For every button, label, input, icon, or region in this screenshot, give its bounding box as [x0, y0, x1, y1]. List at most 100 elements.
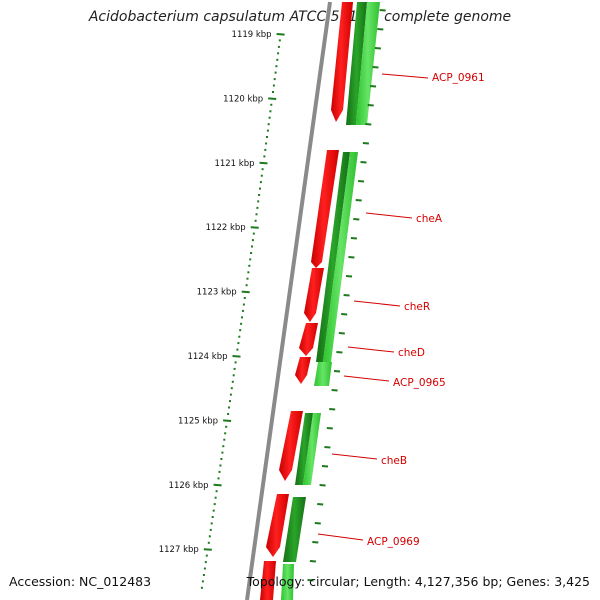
scale-minor-tick [218, 470, 221, 473]
scale-minor-tick [256, 206, 259, 209]
outer-edge-tick [326, 427, 333, 430]
gene-feature[interactable] [316, 152, 350, 362]
outer-edge-tick [377, 28, 384, 31]
outer-edge-tick [358, 180, 365, 183]
gene-label-cheb[interactable]: cheB [381, 455, 407, 467]
scale-minor-tick [270, 103, 273, 106]
gene-feature[interactable] [295, 357, 311, 384]
outer-edge-tick [321, 465, 329, 468]
scale-minor-tick [266, 129, 269, 132]
gene-callouts: ACP_0961 cheA cheR cheD ACP_0965 cheB AC… [317, 72, 485, 548]
gene-feature[interactable] [295, 413, 313, 485]
scale-minor-tick [249, 258, 252, 261]
gene-feature[interactable] [323, 152, 358, 362]
outer-edge-tick [312, 541, 319, 544]
gene-feature[interactable] [314, 362, 332, 386]
gene-label-ched[interactable]: cheD [398, 347, 425, 359]
scale-minor-tick [212, 509, 215, 512]
outer-edge-tick [336, 351, 343, 354]
outer-edge-tick [372, 66, 379, 69]
scale-minor-tick [242, 303, 245, 306]
scale-minor-tick [213, 503, 216, 506]
leader-line [331, 453, 378, 460]
gene-feature[interactable] [346, 2, 367, 125]
outer-edge-tick [343, 294, 350, 297]
outer-edge-tick [333, 370, 341, 373]
scale-minor-tick [277, 45, 280, 48]
leader-line [343, 375, 390, 382]
outer-edge-tick [345, 275, 353, 278]
scale-minor-tick [220, 458, 223, 460]
gene-feature[interactable] [260, 561, 276, 600]
scale-minor-tick [207, 541, 210, 544]
gene-feature[interactable] [281, 564, 294, 600]
scale-minor-tick [208, 535, 211, 538]
scale-minor-tick [277, 52, 280, 55]
scale-minor-tick [234, 361, 237, 364]
outer-edge-tick [348, 256, 355, 259]
genome-summary-text: Topology: circular; Length: 4,127,356 bp… [246, 574, 590, 589]
scale-minor-tick [236, 348, 239, 351]
scale-tick-label: 1123 kbp [197, 288, 237, 298]
gene-feature[interactable] [266, 494, 289, 557]
scale-minor-tick [272, 84, 275, 87]
leader-line [353, 300, 401, 307]
gene-feature[interactable] [279, 411, 303, 481]
accession-text: Accession: NC_012483 [9, 574, 152, 589]
outer-edge-tick [360, 161, 367, 164]
gene-feature[interactable] [283, 497, 306, 562]
gene-feature[interactable] [331, 2, 353, 122]
gene-label-acp-0965[interactable]: ACP_0965 [393, 377, 446, 389]
gene-feature[interactable] [311, 150, 339, 268]
scale-major-tick [259, 161, 268, 165]
gene-feature[interactable] [356, 2, 380, 125]
gene-label-acp-0969[interactable]: ACP_0969 [367, 536, 420, 548]
scale-major-tick [241, 290, 250, 294]
scale-minor-tick [260, 174, 263, 177]
scale-major-tick [268, 97, 277, 100]
scale-minor-tick [242, 309, 244, 312]
scale-minor-tick [276, 58, 279, 61]
leader-line [317, 533, 364, 541]
scale-minor-tick [229, 400, 231, 403]
gene-feature[interactable] [303, 413, 321, 485]
scale-minor-tick [266, 136, 268, 138]
scale-minor-tick [263, 155, 266, 158]
scale-minor-tick [219, 464, 222, 467]
scale-minor-tick [265, 142, 268, 145]
scale-minor-tick [267, 123, 270, 126]
scale-minor-tick [229, 393, 232, 396]
gene-label-chea[interactable]: cheA [416, 213, 443, 225]
scale-tick-label: 1127 kbp [159, 545, 199, 555]
scale-minor-tick [233, 367, 236, 370]
scale-tick-label: 1119 kbp [232, 30, 272, 40]
scale-minor-tick [227, 413, 230, 415]
scale-minor-tick [221, 451, 224, 454]
gene-label-acp-0961[interactable]: ACP_0961 [432, 72, 485, 84]
outer-edge-tick [362, 142, 369, 145]
outer-edge-tick [365, 123, 372, 126]
scale-major-tick [213, 483, 222, 487]
outer-edge-tick [367, 104, 374, 107]
gene-label-cher[interactable]: cheR [404, 301, 430, 313]
gene-feature[interactable] [299, 323, 318, 356]
backbone-circle-arc [245, 1, 332, 600]
scale-minor-tick [254, 219, 257, 222]
scale-minor-ticks [200, 39, 281, 589]
leader-line [365, 212, 413, 219]
outer-edge-ticks [307, 9, 386, 582]
scale-minor-tick [251, 239, 254, 242]
leader-line [347, 346, 395, 353]
scale-minor-tick [272, 91, 274, 93]
scale-minor-tick [258, 194, 261, 196]
scale-minor-tick [222, 445, 225, 448]
outer-edge-tick [317, 503, 324, 506]
scale-minor-tick [203, 567, 206, 570]
scale-minor-tick [247, 271, 250, 274]
scale-minor-tick [240, 322, 243, 325]
scale-minor-tick [274, 71, 277, 74]
gene-feature[interactable] [304, 268, 324, 322]
scale-tick-label: 1124 kbp [187, 352, 227, 362]
scale-minor-tick [200, 586, 203, 589]
scale-minor-tick [250, 252, 253, 254]
